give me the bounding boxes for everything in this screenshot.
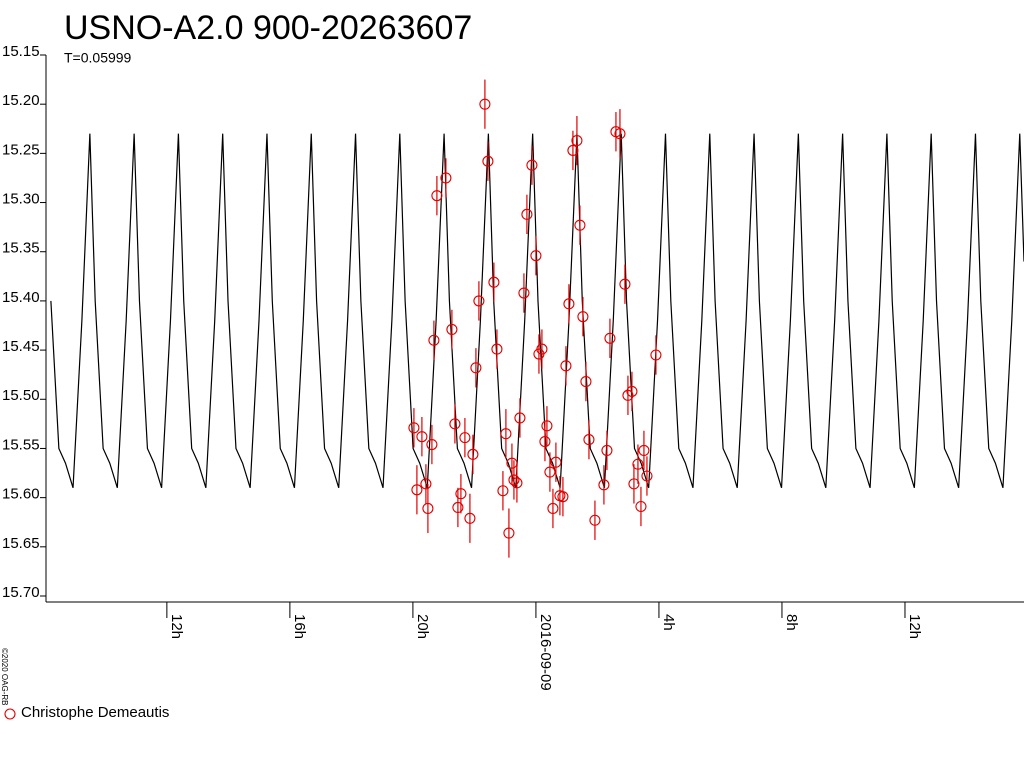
data-point	[614, 128, 626, 140]
x-tick-label: 2016-09-09	[537, 614, 554, 691]
data-point	[589, 514, 601, 526]
data-point	[411, 484, 423, 496]
data-point	[530, 250, 542, 262]
x-tick-label: 4h	[660, 614, 677, 631]
legend-label: Christophe Demeautis	[21, 704, 169, 721]
data-point	[619, 278, 631, 290]
y-tick-label: 15.30	[2, 191, 40, 208]
data-point	[601, 444, 613, 456]
data-point	[547, 502, 559, 515]
data-point	[408, 422, 420, 434]
data-point	[455, 488, 467, 500]
y-tick-label: 15.20	[2, 92, 40, 109]
data-point	[539, 436, 551, 448]
data-point	[544, 466, 556, 478]
data-point	[440, 172, 452, 184]
chart-subtitle: T=0.05999	[64, 50, 132, 66]
data-point	[508, 474, 520, 486]
data-point	[479, 98, 491, 110]
data-point	[638, 444, 650, 456]
data-point	[541, 420, 553, 432]
data-point	[503, 527, 515, 539]
chart-title: USNO-A2.0 900-20263607	[64, 9, 472, 47]
data-point	[563, 298, 575, 310]
data-point	[650, 349, 662, 361]
y-tick-label: 15.55	[2, 436, 40, 453]
data-point	[420, 478, 432, 490]
data-point	[446, 323, 458, 335]
data-point	[459, 432, 471, 444]
data-point	[557, 491, 569, 503]
data-point	[491, 343, 503, 355]
data-point	[518, 287, 530, 299]
y-tick-label: 15.35	[2, 240, 40, 257]
data-point	[632, 458, 644, 470]
data-point	[622, 389, 634, 401]
data-point	[452, 501, 464, 514]
data-point	[497, 485, 509, 497]
data-point	[526, 159, 538, 171]
data-point	[416, 431, 428, 443]
data-point	[470, 362, 482, 374]
y-tick-label: 15.50	[2, 387, 40, 404]
data-point	[500, 428, 512, 440]
data-point	[598, 479, 610, 491]
y-tick-label: 15.45	[2, 338, 40, 355]
legend-marker	[4, 708, 16, 720]
data-point	[464, 512, 476, 524]
y-tick-label: 15.15	[2, 43, 40, 60]
data-point	[635, 500, 647, 513]
data-point	[521, 208, 533, 220]
data-point	[482, 155, 494, 167]
data-point	[536, 343, 548, 355]
x-tick-label: 8h	[783, 614, 800, 631]
data-point	[567, 144, 579, 156]
data-point	[604, 332, 616, 344]
data-point	[426, 438, 438, 451]
data-point	[577, 311, 589, 323]
data-point	[583, 434, 595, 446]
data-point	[626, 385, 638, 397]
data-point	[641, 470, 653, 482]
data-point	[467, 448, 479, 460]
data-point	[431, 190, 443, 202]
data-point	[488, 276, 500, 288]
x-tick-label: 12h	[168, 614, 185, 639]
data-point	[422, 502, 434, 515]
data-point	[428, 334, 440, 346]
data-point	[580, 376, 592, 388]
x-tick-label: 16h	[291, 614, 308, 639]
y-tick-label: 15.70	[2, 584, 40, 601]
y-tick-label: 15.65	[2, 535, 40, 552]
data-point	[571, 135, 583, 147]
data-point	[628, 478, 640, 490]
y-tick-label: 15.40	[2, 289, 40, 306]
model-curve	[50, 133, 1024, 488]
data-point	[511, 477, 523, 489]
data-point	[560, 360, 572, 372]
data-point	[514, 412, 526, 424]
y-tick-label: 15.60	[2, 486, 40, 503]
x-tick-label: 20h	[414, 614, 431, 639]
x-tick-label: 12h	[906, 614, 923, 639]
y-tick-label: 15.25	[2, 141, 40, 158]
data-point	[574, 219, 586, 231]
data-point	[550, 456, 562, 468]
data-point	[449, 418, 461, 430]
data-point	[473, 295, 485, 307]
credit: ©2020 OAG-RB	[0, 648, 9, 705]
